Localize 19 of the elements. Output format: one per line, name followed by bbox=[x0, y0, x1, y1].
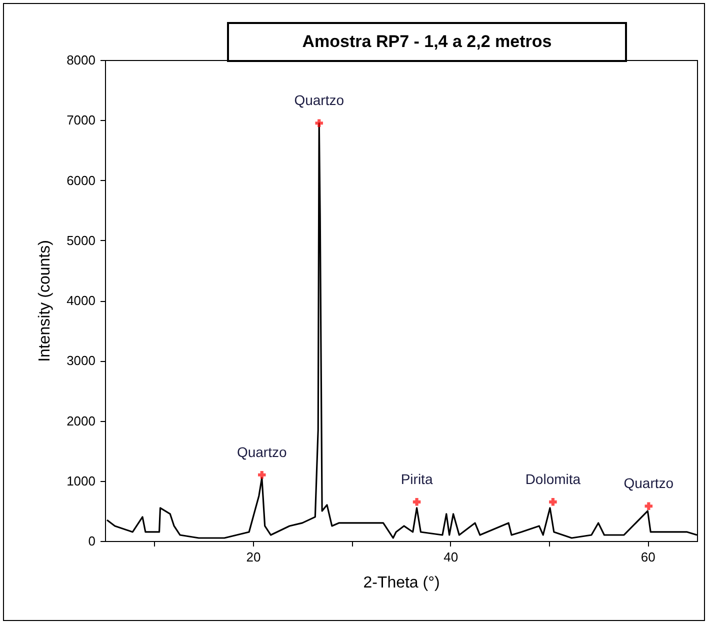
annotation: Pirita bbox=[400, 470, 433, 487]
annotation: Quartzo bbox=[294, 92, 344, 108]
annotation: Quartzo bbox=[236, 444, 287, 460]
y-tick-label: 4000 bbox=[66, 293, 96, 308]
x-axis-title: 2-Theta (°) bbox=[363, 574, 440, 592]
y-tick-label: 2000 bbox=[66, 413, 96, 428]
y-tick-label: 7000 bbox=[66, 112, 96, 128]
x-tick-label: 60 bbox=[640, 550, 656, 564]
annotation: Quartzo bbox=[624, 475, 674, 492]
x-tick-label: 20 bbox=[246, 550, 261, 564]
y-tick-label: 8000 bbox=[66, 52, 96, 68]
y-tick-label: 0 bbox=[88, 534, 96, 548]
x-tick-label: 40 bbox=[444, 550, 458, 564]
y-tick-label: 3000 bbox=[66, 353, 96, 368]
y-axis-title: Intensity (counts) bbox=[36, 240, 54, 362]
y-tick-label: 1000 bbox=[66, 473, 96, 488]
annotation: Dolomita bbox=[525, 470, 581, 487]
y-tick-label: 6000 bbox=[66, 172, 96, 188]
y-tick-label: 5000 bbox=[66, 232, 96, 248]
